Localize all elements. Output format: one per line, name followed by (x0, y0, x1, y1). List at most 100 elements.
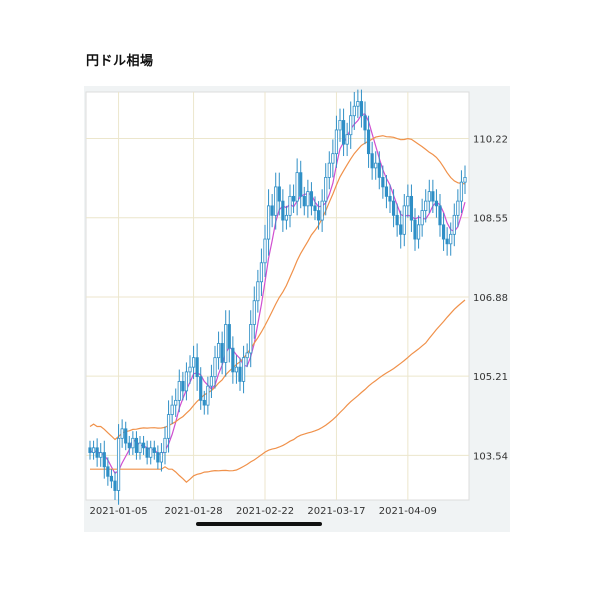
candle (270, 194, 274, 228)
home-indicator[interactable] (196, 522, 322, 526)
candle (259, 248, 264, 296)
candle (413, 208, 417, 251)
candle (338, 108, 342, 142)
candle (434, 189, 439, 218)
candle (134, 431, 139, 460)
candle (99, 443, 103, 467)
candle (188, 355, 192, 384)
candle (274, 172, 278, 230)
candle (302, 186, 306, 216)
candle (445, 227, 449, 256)
candle (256, 269, 260, 313)
candle (281, 189, 285, 232)
candle (341, 108, 346, 157)
candle (463, 165, 467, 194)
candle (234, 355, 239, 384)
candle (106, 457, 110, 486)
candle (316, 201, 321, 230)
candle (206, 376, 210, 415)
candlestick-chart: 110.22 108.55 106.88 105.21 103.54 2021-01-0… (85, 89, 508, 517)
sma-mid-line (89, 135, 466, 441)
candle (320, 189, 324, 232)
candle (441, 212, 446, 251)
candle (213, 345, 217, 389)
candle (374, 151, 378, 180)
candle (345, 122, 349, 157)
candle (363, 101, 367, 145)
candle (224, 310, 228, 377)
candle (199, 367, 203, 410)
candle (202, 390, 206, 415)
x-tick-label: 2021-01-28 (165, 506, 223, 517)
x-tick-label: 2021-03-17 (307, 506, 365, 517)
candle (356, 89, 360, 119)
moving-average-lines (89, 113, 466, 484)
candle (449, 222, 453, 256)
y-tick-label: 110.22 (473, 134, 508, 145)
candle (381, 165, 385, 199)
candle (231, 336, 235, 384)
y-tick-label: 108.55 (473, 214, 508, 225)
candle (156, 445, 160, 470)
sma-short-line (89, 113, 466, 475)
candle (395, 203, 399, 237)
candle (391, 189, 396, 228)
candle (131, 431, 135, 455)
candle (124, 421, 128, 451)
y-tick-label: 105.21 (473, 372, 508, 383)
candle (245, 343, 249, 368)
candle (377, 151, 381, 190)
candle (313, 196, 317, 221)
candle (181, 371, 185, 401)
candle (109, 469, 114, 489)
candle (88, 440, 92, 460)
candle (399, 210, 403, 249)
candle (309, 182, 314, 216)
candle (327, 151, 331, 190)
candle (166, 400, 171, 453)
candle (456, 189, 460, 228)
candles (88, 89, 467, 505)
candle (388, 184, 392, 213)
candle (277, 172, 281, 216)
candle (416, 215, 421, 249)
candle (252, 286, 256, 339)
candle (284, 205, 289, 230)
candle (141, 435, 146, 455)
candle (174, 388, 178, 417)
candle (427, 179, 431, 213)
candle (384, 175, 389, 209)
candle (306, 179, 310, 218)
candle (288, 184, 292, 228)
candle (263, 224, 267, 278)
y-tick-label: 103.54 (473, 451, 508, 462)
candle (241, 345, 246, 394)
candle (349, 101, 353, 149)
plot-area (85, 91, 470, 501)
candle (159, 443, 164, 472)
candle (452, 203, 456, 247)
candle (334, 115, 339, 168)
candle (195, 343, 199, 391)
candle (238, 357, 242, 391)
candle (170, 395, 174, 425)
candle (177, 369, 181, 413)
candle (366, 115, 371, 168)
candle (152, 440, 156, 460)
candle (266, 189, 271, 256)
candle (216, 331, 221, 370)
candle (95, 438, 99, 467)
x-tick-label: 2021-02-22 (236, 506, 294, 517)
x-tick-label: 2021-04-09 (379, 506, 437, 517)
y-tick-label: 106.88 (473, 293, 508, 304)
x-axis-ticks: 2021-01-05 2021-01-28 2021-02-22 2021-03-17… (90, 506, 437, 517)
x-tick-label: 2021-01-05 (90, 506, 148, 517)
sma-long-line (90, 299, 466, 484)
candle (220, 331, 224, 375)
candle (409, 184, 414, 232)
candle (209, 364, 214, 398)
candle (145, 440, 149, 465)
candle (406, 184, 410, 218)
chart-title: 円ドル相場 (86, 54, 154, 69)
candle (127, 435, 131, 455)
